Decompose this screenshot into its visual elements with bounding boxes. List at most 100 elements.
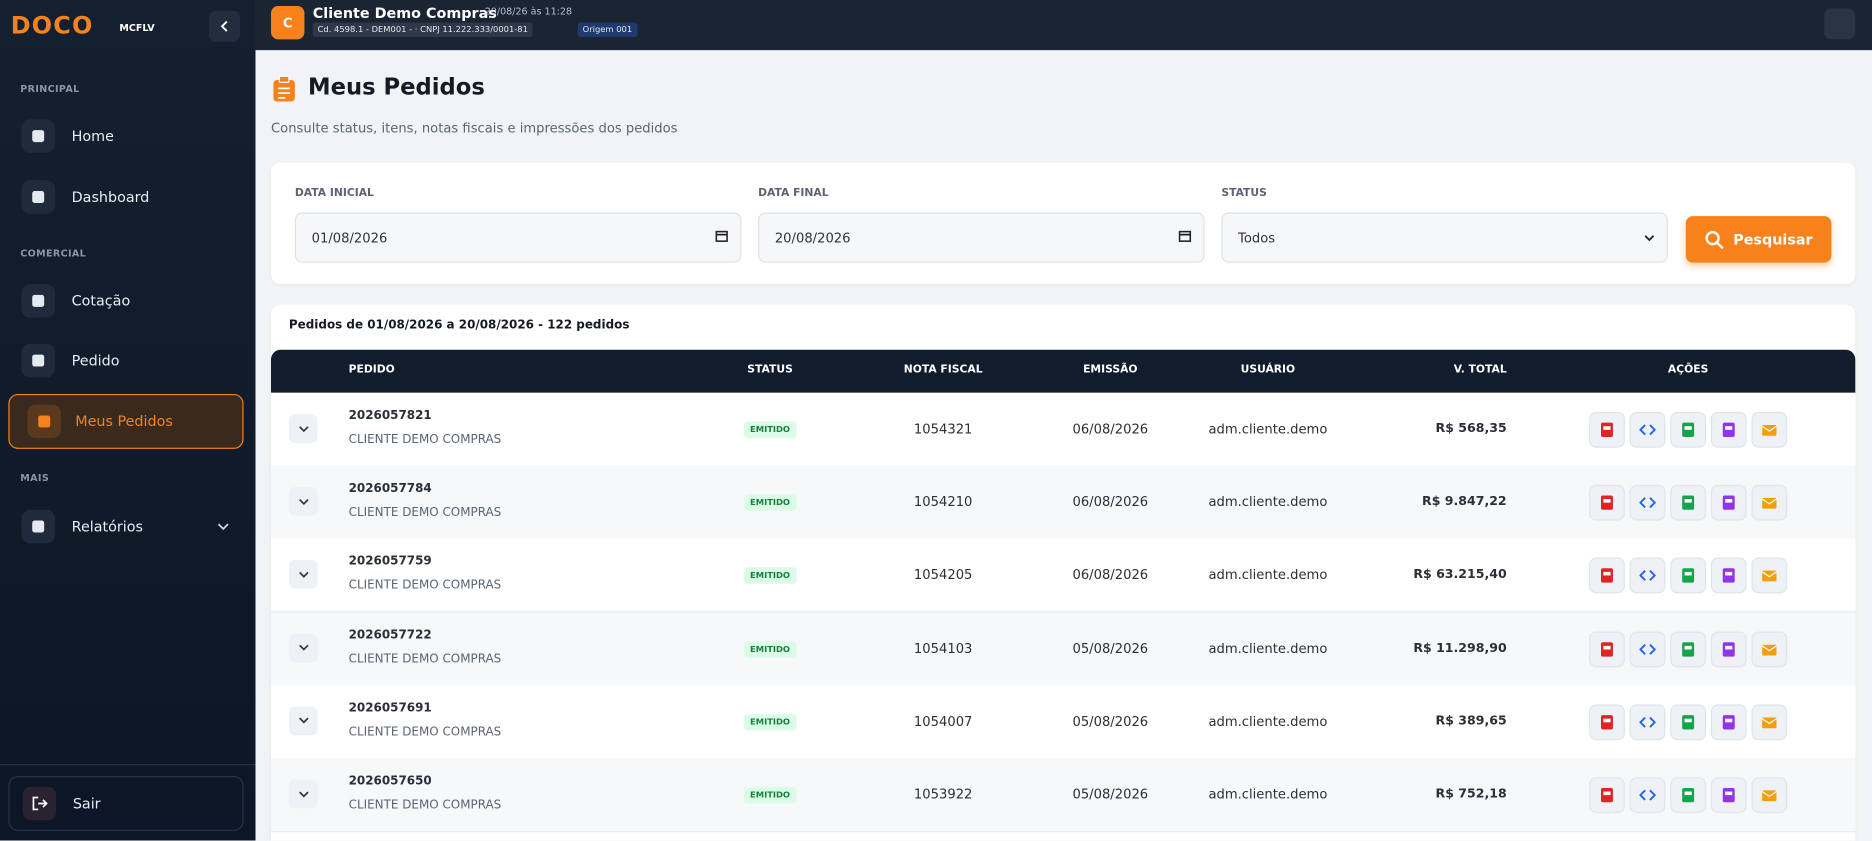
invoice-icon [1682,495,1695,511]
xml-button[interactable] [1629,777,1666,814]
pdf-button[interactable] [1589,777,1625,814]
xml-icon [1639,716,1656,728]
filter-input[interactable]: 20/08/2026 [758,212,1205,263]
email-icon [1761,644,1777,655]
origin-tag: Origem 001 [577,22,637,38]
column-header: STATUS [747,364,793,377]
email-button[interactable] [1751,777,1788,814]
xml-button[interactable] [1629,484,1666,521]
user: adm.cliente.demo [1208,494,1328,511]
order-number: 2026057691 [348,701,432,715]
topbar: C Cliente Demo Compras 20/08/26 às 11:28… [255,0,1872,51]
search-label: Pesquisar [1733,231,1813,248]
filter-input[interactable]: 01/08/2026 [294,212,742,263]
avatar: C [271,5,305,40]
print-button[interactable] [1710,484,1747,521]
nav-item[interactable]: Meus Pedidos [8,393,244,449]
email-button[interactable] [1751,484,1788,521]
pdf-button[interactable] [1589,411,1625,448]
invoice-icon [1682,422,1695,437]
email-button[interactable] [1751,704,1788,740]
email-button[interactable] [1751,631,1788,667]
total: R$ 63.215,40 [1413,567,1507,582]
xml-button[interactable] [1629,411,1666,448]
print-button[interactable] [1710,631,1747,667]
invoice-icon [1682,787,1695,803]
user: adm.cliente.demo [1208,713,1328,730]
nav-icon [21,343,55,378]
pdf-icon [1600,714,1613,730]
pdf-button[interactable] [1589,484,1625,521]
print-button[interactable] [1710,558,1747,594]
total: R$ 11.298,90 [1413,640,1507,655]
column-header: NOTA FISCAL [903,364,983,377]
expand-button[interactable] [288,560,318,590]
theme-button[interactable] [1824,8,1856,40]
email-icon [1761,425,1777,436]
code-tag: Cd. 4598.1 - DEM001 - · CNPJ 11.222.333/… [312,22,533,38]
xml-button[interactable] [1629,631,1666,667]
logo: DOCO [10,10,94,40]
invoice-button[interactable] [1670,704,1707,740]
email-button[interactable] [1751,411,1788,448]
invoice-icon [1682,568,1695,584]
collapse-button[interactable] [208,10,240,42]
print-icon [1722,568,1735,584]
logout-label: Sair [72,795,101,812]
expand-button[interactable] [288,779,318,809]
nav-label: Home [71,127,114,145]
email-button[interactable] [1751,558,1788,594]
xml-icon [1639,570,1656,582]
pdf-button[interactable] [1589,631,1625,667]
xml-icon [1639,643,1656,655]
status-badge: EMITIDO [744,494,797,512]
invoice-button[interactable] [1670,777,1707,814]
issue-date: 05/08/2026 [1072,786,1149,803]
invoice-button[interactable] [1670,631,1707,667]
calendar-icon [715,229,728,246]
pdf-button[interactable] [1589,704,1625,740]
expand-button[interactable] [288,706,318,736]
expand-button[interactable] [288,487,318,516]
client-name: CLIENTE DEMO COMPRAS [348,433,502,447]
icon [32,520,45,533]
search-button[interactable]: Pesquisar [1685,216,1832,263]
invoice-button[interactable] [1670,411,1707,448]
order-number: 2026057821 [348,409,432,423]
total: R$ 389,65 [1435,713,1507,729]
order-number: 2026057650 [348,774,432,788]
pdf-icon [1600,641,1613,657]
logout[interactable]: Sair [8,776,244,831]
client-name: CLIENTE DEMO COMPRAS [348,652,502,666]
nav-item[interactable]: Relatórios [8,499,243,554]
invoice-button[interactable] [1670,484,1707,521]
nav-item[interactable]: Cotação [8,273,243,328]
print-button[interactable] [1710,411,1747,448]
xml-icon [1639,424,1656,436]
issue-date: 06/08/2026 [1072,421,1149,437]
expand-button[interactable] [288,633,318,663]
column-header: USUÁRIO [1240,364,1296,377]
invoice-button[interactable] [1670,558,1707,594]
nav-item[interactable]: Home [8,109,243,164]
print-button[interactable] [1710,704,1747,740]
pdf-button[interactable] [1589,558,1625,594]
icon [32,130,45,143]
filter-input[interactable]: Todos [1221,212,1668,263]
nav-icon [21,119,55,153]
dropdown-icon [1644,230,1655,246]
email-icon [1761,498,1777,509]
print-button[interactable] [1710,777,1747,814]
nav-item[interactable]: Dashboard [8,170,243,225]
xml-button[interactable] [1629,704,1666,740]
nav-item[interactable]: Pedido [8,333,243,388]
expand-button[interactable] [288,414,318,443]
total: R$ 568,35 [1435,421,1507,436]
issue-date: 06/08/2026 [1072,494,1149,511]
xml-button[interactable] [1629,558,1666,594]
chevron [217,518,229,535]
user: adm.cliente.demo [1208,640,1328,657]
summary: Pedidos de 01/08/2026 a 20/08/2026 - 122… [288,318,630,332]
invoice-icon [1682,641,1695,657]
